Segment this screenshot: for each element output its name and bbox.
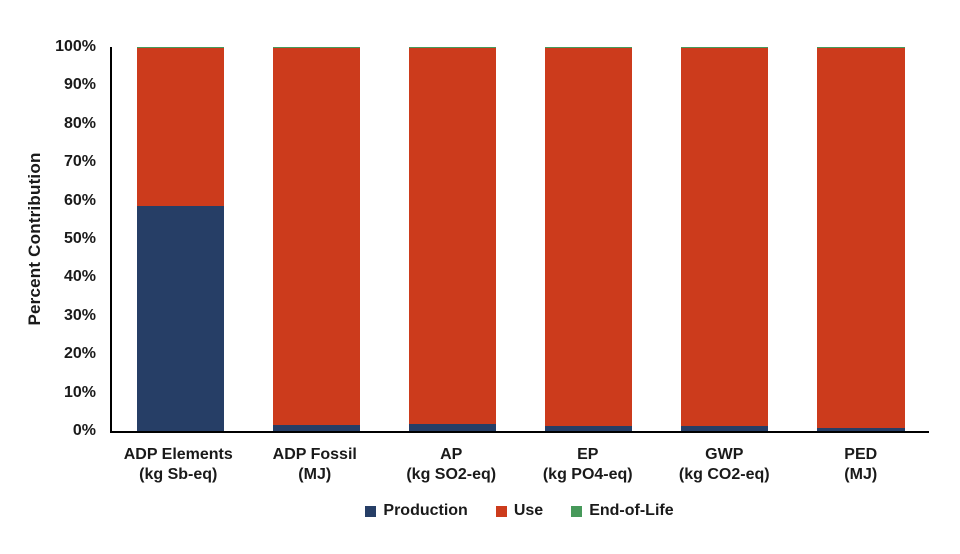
bar-slot-ped <box>793 47 929 431</box>
bar-gwp <box>681 47 769 431</box>
bar-adp-elements <box>136 47 224 431</box>
segment-end-of-life <box>272 47 360 48</box>
segment-production <box>545 425 633 431</box>
segment-use <box>817 48 905 429</box>
y-tick-80: 80% <box>63 114 96 132</box>
segment-end-of-life <box>681 47 769 48</box>
legend-label-end-of-life: End-of-Life <box>589 502 674 519</box>
y-tick-40: 40% <box>63 268 96 286</box>
bar-slot-adp-fossil <box>248 47 384 431</box>
legend-swatch-production <box>365 505 377 517</box>
segment-production <box>272 424 360 431</box>
x-label-ap: AP (kg SO2-eq) <box>383 445 520 485</box>
x-label-line2: (MJ) <box>844 466 878 483</box>
segment-production <box>408 424 496 431</box>
x-label-line2: (kg Sb-eq) <box>139 466 218 483</box>
legend-item-production: Production <box>365 502 468 519</box>
segment-use <box>136 48 224 207</box>
segment-production <box>817 428 905 431</box>
segment-end-of-life <box>817 47 905 48</box>
bar-ep <box>545 47 633 431</box>
segment-use <box>408 48 496 425</box>
x-label-adp-fossil: ADP Fossil (MJ) <box>247 445 384 485</box>
y-tick-10: 10% <box>63 383 96 401</box>
x-label-line1: EP <box>577 446 599 463</box>
x-label-line1: GWP <box>705 446 744 463</box>
segment-use <box>681 48 769 427</box>
y-axis-ticks: 0% 10% 20% 30% 40% 50% 60% 70% 80% 90% 100% <box>0 39 96 439</box>
y-tick-20: 20% <box>63 345 96 363</box>
bar-adp-fossil <box>272 47 360 431</box>
legend-label-use: Use <box>513 502 544 519</box>
x-label-line1: ADP Fossil <box>272 446 357 463</box>
legend-item-end-of-life: End-of-Life <box>571 502 674 519</box>
bar-ped <box>817 47 905 431</box>
bar-slot-ep <box>521 47 657 431</box>
legend-label-production: Production <box>383 502 468 519</box>
segment-production <box>136 206 224 431</box>
x-label-line2: (kg CO2-eq) <box>678 466 770 483</box>
x-label-line2: (kg SO2-eq) <box>406 466 497 483</box>
y-tick-0: 0% <box>72 422 96 439</box>
segment-end-of-life <box>136 47 224 48</box>
x-axis-labels: ADP Elements (kg Sb-eq) ADP Fossil (MJ) AP (k… <box>110 445 929 485</box>
legend-item-use: Use <box>495 502 544 519</box>
y-tick-30: 30% <box>63 306 96 324</box>
segment-use <box>545 48 633 426</box>
x-label-ped: PED (MJ) <box>793 445 930 485</box>
y-tick-90: 90% <box>63 76 96 94</box>
bar-slot-ap <box>384 47 520 431</box>
y-tick-60: 60% <box>63 191 96 209</box>
plot-area <box>110 47 929 433</box>
segment-end-of-life <box>408 47 496 48</box>
x-label-gwp: GWP (kg CO2-eq) <box>656 445 793 485</box>
legend: Production Use End-of-Life <box>110 503 929 519</box>
legend-swatch-end-of-life <box>571 505 583 517</box>
bar-ap <box>408 47 496 431</box>
segment-end-of-life <box>545 47 633 48</box>
x-label-line2: (MJ) <box>298 466 332 483</box>
bars-container <box>112 47 929 431</box>
x-label-line1: AP <box>440 446 463 463</box>
x-label-line1: PED <box>844 446 878 463</box>
y-tick-50: 50% <box>63 230 96 247</box>
bar-slot-gwp <box>657 47 793 431</box>
segment-production <box>681 426 769 431</box>
legend-swatch-use <box>495 505 507 517</box>
x-label-line1: ADP Elements <box>123 446 233 463</box>
x-label-adp-elements: ADP Elements (kg Sb-eq) <box>110 445 247 485</box>
bar-slot-adp-elements <box>112 47 248 431</box>
y-tick-100: 100% <box>55 38 96 55</box>
x-label-ep: EP (kg PO4-eq) <box>520 445 657 485</box>
x-label-line2: (kg PO4-eq) <box>542 466 633 483</box>
y-tick-70: 70% <box>63 153 96 171</box>
segment-use <box>272 48 360 425</box>
